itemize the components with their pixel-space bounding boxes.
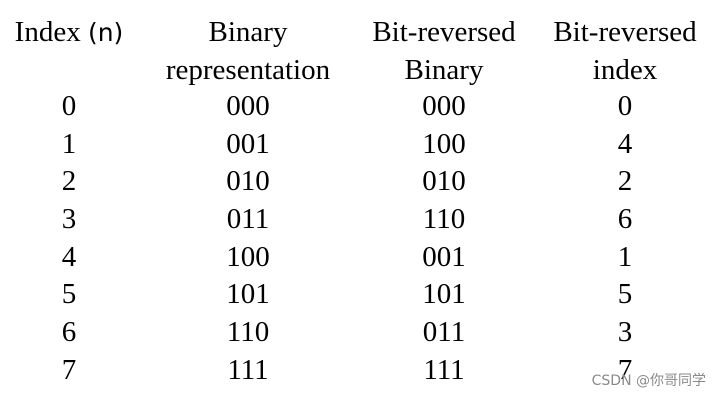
table-cell: 110 bbox=[422, 203, 466, 236]
table-cell: 6 bbox=[617, 203, 633, 236]
table-cell: 6 bbox=[61, 316, 77, 349]
header-index-suffix: (n) bbox=[87, 18, 124, 47]
column-binary-cells: 000 001 010 011 100 101 110 111 bbox=[138, 88, 358, 390]
table-cell: 100 bbox=[226, 240, 270, 273]
column-bit-reversed-binary-cells: 000 100 010 110 001 101 011 111 bbox=[358, 88, 530, 390]
table-cell: 7 bbox=[61, 353, 77, 386]
table-cell: 010 bbox=[226, 165, 270, 198]
table-cell: 3 bbox=[617, 316, 633, 349]
table-cell: 011 bbox=[422, 316, 466, 349]
header-binary-line1: Binary bbox=[208, 16, 288, 48]
table-cell: 000 bbox=[422, 90, 466, 122]
csdn-watermark: CSDN @你哥同学 bbox=[591, 373, 706, 389]
table-cell: 2 bbox=[617, 165, 633, 198]
column-bit-reversed-binary: Bit-reversed Binary 000 100 010 110 001 … bbox=[358, 0, 530, 386]
table-cell: 101 bbox=[422, 278, 466, 311]
header-bit-reversed-index-line1: Bit-reversed bbox=[553, 16, 697, 48]
table-cell: 000 bbox=[226, 90, 270, 122]
column-binary: Binary representation 000 001 010 011 10… bbox=[138, 0, 358, 386]
header-index: Index (n) bbox=[0, 0, 138, 89]
table-cell: 4 bbox=[617, 127, 633, 160]
header-bit-reversed-binary-line1: Bit-reversed bbox=[372, 16, 516, 48]
table-cell: 5 bbox=[617, 278, 633, 311]
table-cell: 111 bbox=[227, 353, 269, 386]
column-index: Index (n) 0 1 2 3 4 5 6 7 bbox=[0, 0, 138, 386]
table-cell: 110 bbox=[226, 316, 270, 349]
table-cell: 1 bbox=[617, 240, 633, 273]
header-binary-line2: representation bbox=[165, 54, 331, 86]
header-bit-reversed-binary: Bit-reversed Binary bbox=[358, 0, 530, 89]
table-cell: 5 bbox=[61, 278, 77, 311]
table-cell: 3 bbox=[61, 203, 77, 236]
table-cell: 011 bbox=[226, 203, 270, 236]
header-binary: Binary representation bbox=[138, 0, 358, 89]
table-cell: 010 bbox=[422, 165, 466, 198]
header-index-label: Index bbox=[14, 16, 81, 48]
table-cell: 0 bbox=[617, 90, 633, 122]
table-cell: 100 bbox=[422, 127, 466, 160]
table-cell: 001 bbox=[422, 240, 466, 273]
table-cell: 2 bbox=[61, 165, 77, 198]
header-bit-reversed-index-line2: index bbox=[592, 54, 658, 86]
table-cell: 1 bbox=[61, 127, 77, 160]
table-cell: 101 bbox=[226, 278, 270, 311]
column-bit-reversed-index-cells: 0 4 2 6 1 5 3 7 bbox=[530, 88, 720, 390]
table-cell: 111 bbox=[423, 353, 465, 386]
header-bit-reversed-binary-line2: Binary bbox=[404, 54, 484, 86]
table-cell: 7 bbox=[617, 353, 633, 386]
header-bit-reversed-index: Bit-reversed index bbox=[530, 0, 720, 89]
table-cell: 4 bbox=[61, 240, 77, 273]
column-index-cells: 0 1 2 3 4 5 6 7 bbox=[0, 88, 138, 390]
column-bit-reversed-index: Bit-reversed index 0 4 2 6 1 5 3 7 bbox=[530, 0, 720, 386]
table-cell: 0 bbox=[61, 90, 77, 122]
table-cell: 001 bbox=[226, 127, 270, 160]
